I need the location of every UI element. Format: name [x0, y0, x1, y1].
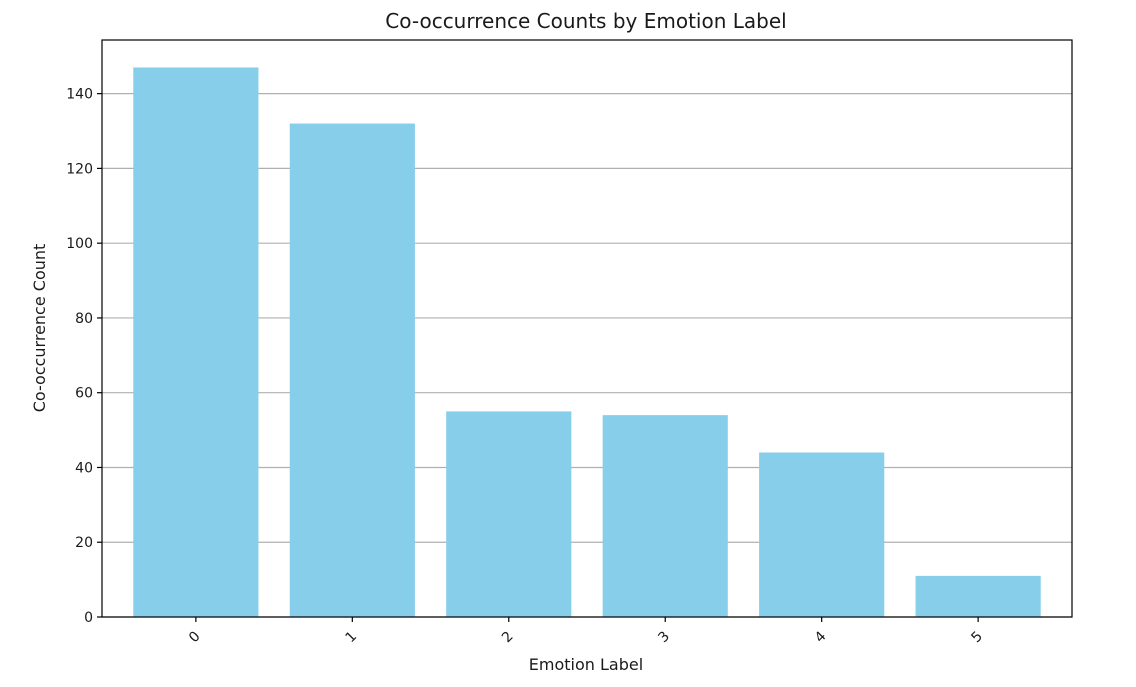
bar-0 — [133, 67, 259, 617]
y-axis-label: Co-occurrence Count — [30, 244, 49, 413]
bar-1 — [289, 123, 415, 617]
y-tick-label: 40 — [75, 460, 93, 476]
y-tick-label: 80 — [75, 311, 93, 327]
bar-5 — [915, 575, 1041, 617]
bars — [133, 67, 1041, 617]
bar-2 — [446, 411, 572, 617]
x-tick-label: 4 — [812, 628, 830, 646]
bar-3 — [602, 415, 728, 617]
x-tick-label: 1 — [343, 629, 361, 647]
bar-4 — [759, 452, 885, 617]
x-axis-label: Emotion Label — [529, 655, 643, 674]
grid-lines — [102, 93, 1072, 618]
x-tick-label: 5 — [968, 629, 986, 647]
y-tick-label: 140 — [66, 87, 93, 103]
chart-title: Co-occurrence Counts by Emotion Label — [385, 9, 786, 33]
plot-frame — [101, 39, 1073, 618]
x-tick-label: 0 — [186, 629, 204, 647]
x-tick-label: 2 — [499, 629, 517, 647]
y-tick-label: 120 — [66, 161, 93, 177]
y-tick-label: 0 — [84, 610, 93, 626]
y-axis-ticks: 0 20 40 60 80 100 120 140 — [66, 87, 102, 626]
y-tick-label: 100 — [66, 236, 93, 252]
y-tick-label: 60 — [75, 386, 93, 402]
x-tick-label: 3 — [655, 629, 673, 647]
x-axis-ticks: 0 1 2 3 4 5 — [186, 617, 986, 646]
y-tick-label: 20 — [75, 535, 93, 551]
